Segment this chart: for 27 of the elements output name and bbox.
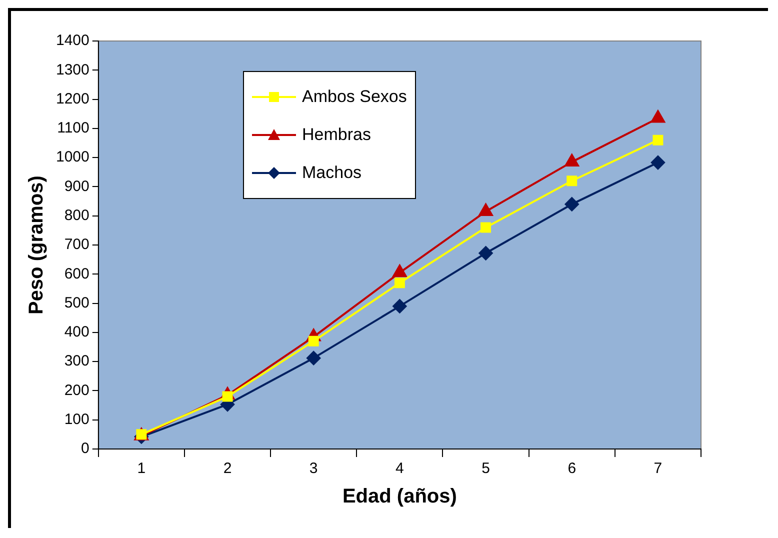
x-tick-label: 7: [654, 460, 662, 478]
y-tick-label: 300: [64, 352, 90, 370]
y-tick-label: 500: [64, 294, 90, 312]
x-tick-label: 1: [137, 460, 146, 478]
y-tick-label: 400: [64, 324, 90, 341]
y-tick-label: 1300: [56, 61, 90, 78]
x-tick-label: 2: [223, 460, 232, 478]
y-tick-label: 700: [64, 236, 90, 254]
x-axis-title: Edad (años): [342, 486, 457, 508]
legend-label: Ambos Sexos: [302, 87, 407, 107]
y-axis-title: Peso (gramos): [26, 176, 48, 314]
y-tick-label: 1200: [56, 90, 90, 108]
x-tick-label: 6: [568, 460, 576, 478]
y-tick-label: 1000: [56, 148, 90, 166]
legend-label: Hembras: [302, 125, 371, 145]
y-tick-label: 900: [64, 178, 90, 195]
x-tick-label: 4: [396, 460, 404, 478]
y-tick-label: 800: [64, 207, 90, 224]
legend-label: Machos: [302, 163, 362, 183]
x-tick-label: 5: [482, 460, 490, 478]
y-tick-label: 1400: [56, 32, 90, 50]
y-tick-label: 600: [64, 265, 90, 282]
x-tick-label: 3: [309, 460, 318, 478]
y-tick-label: 200: [64, 382, 90, 399]
y-tick-label: 100: [64, 411, 90, 428]
y-tick-label: 1100: [57, 120, 90, 137]
y-tick-label: 0: [81, 440, 90, 458]
